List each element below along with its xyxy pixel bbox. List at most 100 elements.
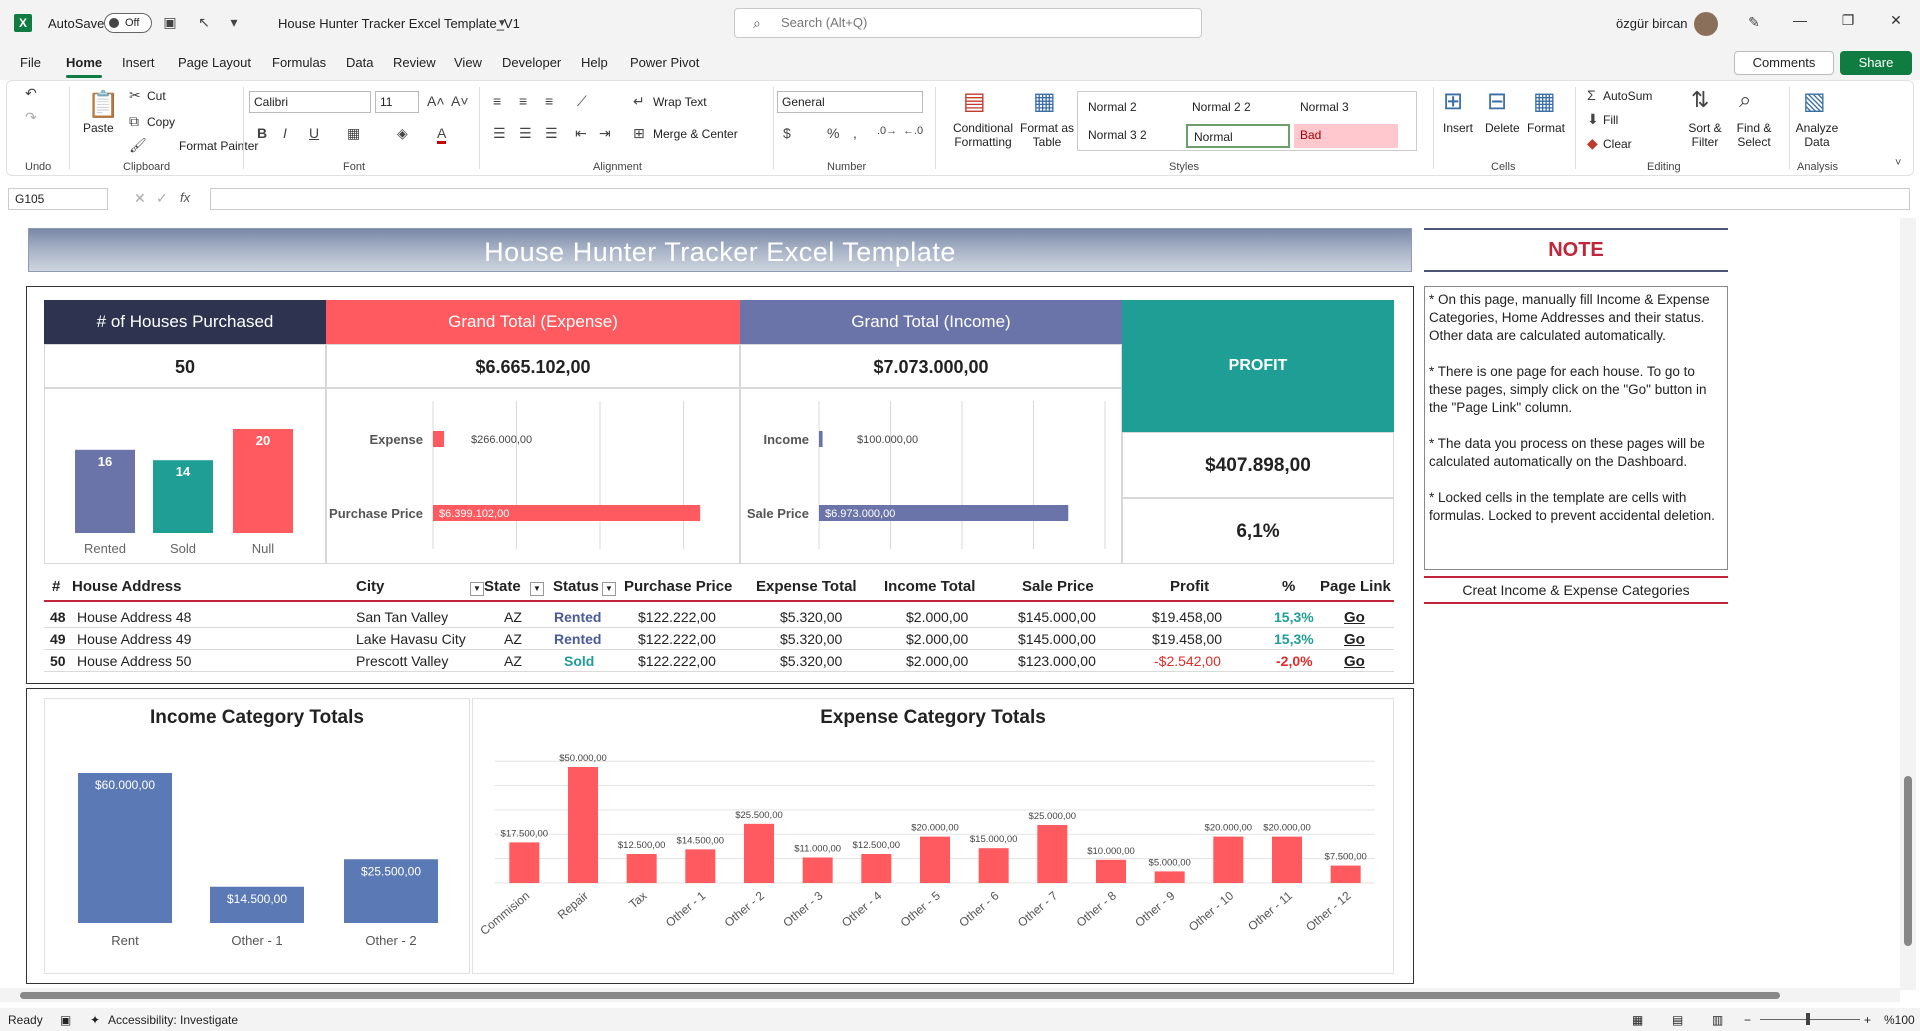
clear-button[interactable]: Clear <box>1603 137 1632 151</box>
decrease-font-icon[interactable]: A˅ <box>451 93 469 109</box>
search-box[interactable]: ⌕ <box>734 8 1202 38</box>
find-select-button[interactable]: Find & Select <box>1736 121 1772 149</box>
font-color-icon[interactable]: A <box>437 125 447 144</box>
italic-icon[interactable]: I <box>283 125 287 141</box>
merge-center-icon[interactable]: ⊞ <box>633 125 645 141</box>
analyze-data-icon[interactable]: ▧ <box>1803 88 1826 115</box>
conditional-formatting-icon[interactable]: ▤ <box>963 88 986 115</box>
tab-data[interactable]: Data <box>346 55 374 70</box>
insert-function-icon[interactable]: fx <box>180 190 191 205</box>
tab-page-layout[interactable]: Page Layout <box>178 55 252 70</box>
collapse-ribbon-icon[interactable]: ˅ <box>1895 157 1902 169</box>
style-normal-3[interactable]: Normal 3 <box>1300 100 1349 114</box>
enter-formula-icon[interactable]: ✓ <box>156 190 168 206</box>
undo-icon[interactable]: ↶ <box>25 85 37 101</box>
vertical-scrollbar[interactable] <box>1900 218 1916 990</box>
horizontal-scrollbar[interactable] <box>0 988 1900 1002</box>
comma-style-icon[interactable]: , <box>853 125 857 141</box>
user-name[interactable]: özgür bircan <box>1616 16 1688 31</box>
zoom-slider[interactable] <box>1760 1019 1860 1020</box>
autosum-icon[interactable]: Σ <box>1587 87 1596 103</box>
number-format-select[interactable]: General <box>777 91 923 113</box>
zoom-in-icon[interactable]: + <box>1864 1013 1872 1027</box>
redo-icon[interactable]: ↷ <box>25 109 37 125</box>
page-layout-view-icon[interactable]: ▤ <box>1672 1013 1684 1027</box>
create-categories-link[interactable]: Creat Income & Expense Categories <box>1424 576 1728 604</box>
city-filter-button[interactable]: ▼ <box>470 582 484 596</box>
delete-cells-icon[interactable]: ⊟ <box>1487 88 1508 115</box>
tab-power-pivot[interactable]: Power Pivot <box>630 55 700 70</box>
copy-icon[interactable]: ⧉ <box>129 113 139 129</box>
tab-view[interactable]: View <box>454 55 482 70</box>
horizontal-scroll-thumb[interactable] <box>20 992 1780 999</box>
orientation-icon[interactable]: ⟋ <box>577 93 587 109</box>
pen-icon[interactable]: ✎ <box>1748 14 1760 30</box>
accessibility-status[interactable]: Accessibility: Investigate <box>108 1013 239 1027</box>
macro-record-icon[interactable]: ▣ <box>60 1013 72 1027</box>
font-size-select[interactable]: 11 <box>375 91 419 113</box>
vertical-scroll-thumb[interactable] <box>1904 776 1912 946</box>
tab-home[interactable]: Home <box>66 55 103 78</box>
paste-button[interactable]: Paste <box>83 121 114 135</box>
row-purchase[interactable]: $122.222,00 <box>638 631 716 647</box>
bold-icon[interactable]: B <box>257 125 268 141</box>
increase-font-icon[interactable]: A˄ <box>427 93 445 109</box>
cut-icon[interactable]: ✂ <box>129 87 141 103</box>
analyze-data-button[interactable]: Analyze Data <box>1795 121 1839 149</box>
align-middle-icon[interactable]: ≡ <box>519 93 528 109</box>
page-break-view-icon[interactable]: ▥ <box>1712 1013 1724 1027</box>
fill-color-icon[interactable]: ◈ <box>397 125 408 141</box>
zoom-out-icon[interactable]: − <box>1744 1013 1752 1027</box>
row-go-link[interactable]: Go <box>1344 609 1365 626</box>
close-icon[interactable]: ✕ <box>1890 12 1902 28</box>
row-purchase[interactable]: $122.222,00 <box>638 609 716 625</box>
clear-icon[interactable]: ◆ <box>1587 135 1598 151</box>
tab-file[interactable]: File <box>20 55 41 70</box>
paste-icon[interactable]: 📋 <box>87 89 120 119</box>
row-purchase[interactable]: $122.222,00 <box>638 653 716 669</box>
tab-developer[interactable]: Developer <box>502 55 562 70</box>
copy-button[interactable]: Copy <box>147 115 176 129</box>
merge-center-button[interactable]: Merge & Center <box>653 127 738 141</box>
font-name-select[interactable]: Calibri <box>249 91 371 113</box>
percent-style-icon[interactable]: % <box>827 125 840 141</box>
row-status[interactable]: Rented <box>554 609 602 625</box>
pointer-icon[interactable]: ↖ <box>198 14 210 30</box>
save-icon[interactable]: ▣ <box>163 14 177 30</box>
style-bad[interactable]: Bad <box>1294 124 1398 148</box>
cancel-formula-icon[interactable]: ✕ <box>134 190 146 206</box>
sort-filter-button[interactable]: Sort & Filter <box>1688 121 1722 149</box>
row-go-link[interactable]: Go <box>1344 631 1365 648</box>
row-status[interactable]: Sold <box>564 653 595 669</box>
style-normal-2-2[interactable]: Normal 2 2 <box>1192 100 1251 114</box>
autosave-toggle[interactable]: Off <box>104 13 152 33</box>
doc-menu-chevron-icon[interactable]: ▼ <box>497 18 507 29</box>
format-painter-icon[interactable]: 🖌 <box>129 137 147 153</box>
format-cells-icon[interactable]: ▦ <box>1533 88 1556 115</box>
status-filter-button[interactable]: ▼ <box>602 582 616 596</box>
row-state[interactable]: AZ <box>504 653 522 669</box>
format-cells-button[interactable]: Format <box>1527 121 1566 135</box>
name-box[interactable]: G105 <box>8 188 108 210</box>
comments-button[interactable]: Comments <box>1734 51 1834 75</box>
state-filter-button[interactable]: ▼ <box>530 582 544 596</box>
tab-help[interactable]: Help <box>581 55 608 70</box>
zoom-level[interactable]: %100 <box>1884 1013 1915 1027</box>
row-address[interactable]: House Address 50 <box>77 653 192 669</box>
row-go-link[interactable]: Go <box>1344 653 1365 670</box>
increase-indent-icon[interactable]: ⇥ <box>599 125 611 141</box>
formula-input[interactable] <box>210 188 1910 210</box>
tab-formulas[interactable]: Formulas <box>272 55 327 70</box>
align-top-icon[interactable]: ≡ <box>493 93 502 109</box>
borders-icon[interactable]: ▦ <box>347 125 361 141</box>
row-sale[interactable]: $145.000,00 <box>1018 609 1096 625</box>
align-right-icon[interactable]: ☰ <box>545 125 558 141</box>
row-sale[interactable]: $145.000,00 <box>1018 631 1096 647</box>
tab-review[interactable]: Review <box>393 55 436 70</box>
tab-insert[interactable]: Insert <box>122 55 155 70</box>
format-painter-button[interactable]: Format Painter <box>179 139 259 153</box>
decrease-decimal-icon[interactable]: ←.0 <box>903 125 924 137</box>
insert-cells-icon[interactable]: ⊞ <box>1443 88 1464 115</box>
conditional-formatting-button[interactable]: Conditional Formatting <box>952 121 1014 149</box>
align-left-icon[interactable]: ☰ <box>493 125 506 141</box>
